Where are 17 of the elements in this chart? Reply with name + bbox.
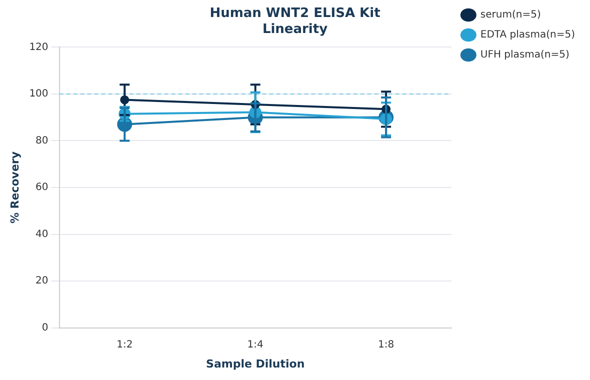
y-tick-label: 80 [36, 135, 48, 146]
text: Linearity [262, 22, 328, 37]
x-tick-label: 1:8 [378, 339, 394, 350]
y-tick-label: 20 [36, 276, 48, 287]
y-tick-label: 0 [42, 322, 48, 334]
y-tick-label: 40 [36, 228, 48, 240]
x-tick-label: 1:2 [116, 339, 133, 350]
x-axis-title: Sample Dilution [206, 357, 305, 370]
y-tick-label: 120 [29, 42, 48, 53]
legend-label: EDTA plasma(n=5) [480, 30, 576, 41]
x-tick-label: 1:4 [247, 339, 264, 350]
y-axis-title: % Recovery [8, 151, 22, 224]
legend-label: serum(n=5) [480, 10, 541, 21]
legend-label: UFH plasma(n=5) [480, 50, 570, 61]
y-tick-label: 60 [36, 182, 48, 194]
text: Human WNT2 ELISA Kit [210, 6, 380, 22]
y-tick-label: 100 [29, 88, 48, 100]
